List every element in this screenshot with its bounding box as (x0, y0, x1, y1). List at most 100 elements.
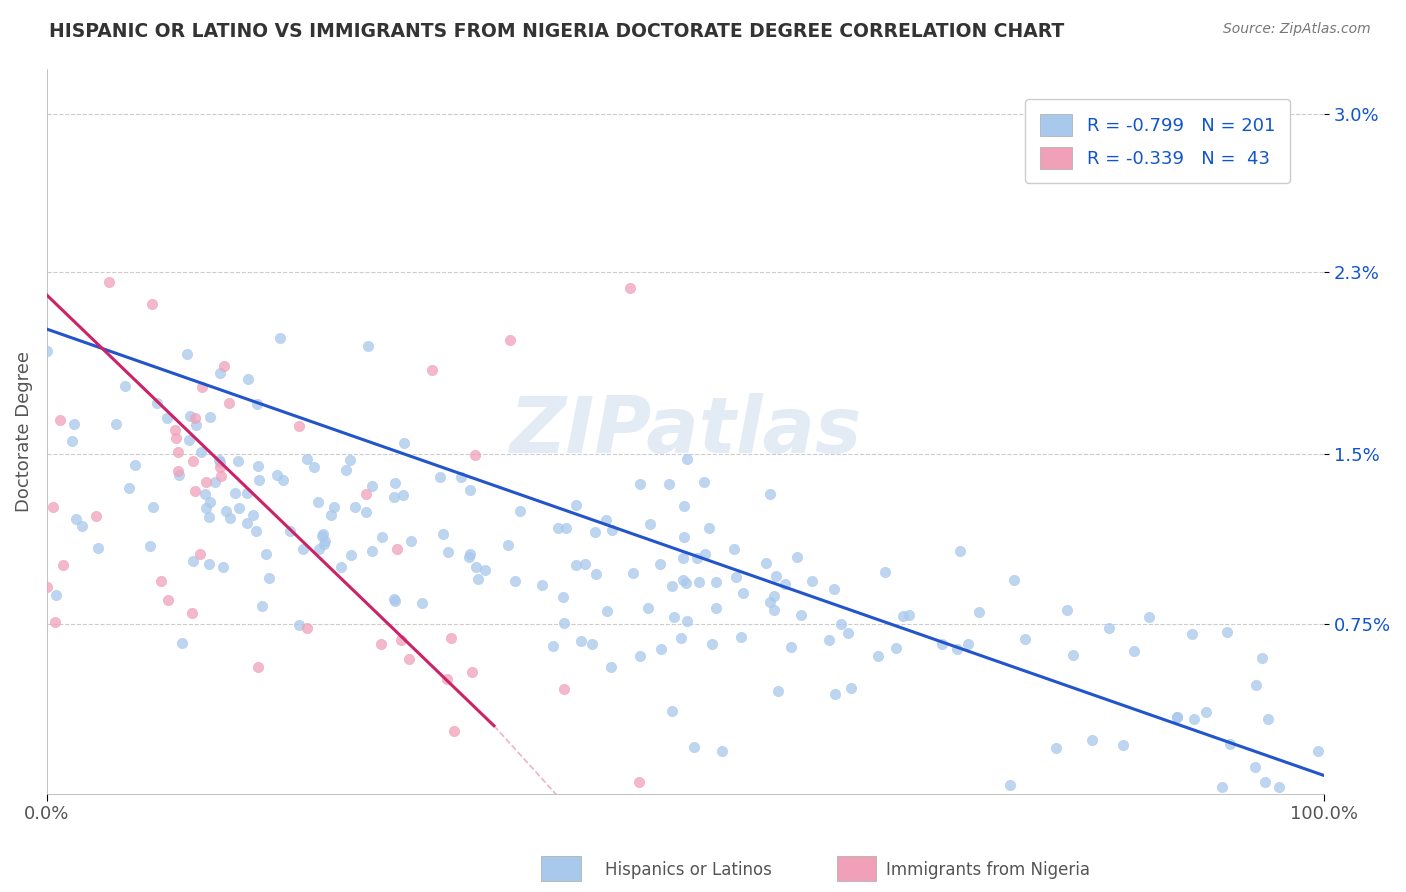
Point (1080, 733, 1102, 747)
Legend: R = -0.799   N = 201, R = -0.339   N =  43: R = -0.799 N = 201, R = -0.339 N = 43 (1025, 99, 1289, 183)
Text: HISPANIC OR LATINO VS IMMIGRANTS FROM NIGERIA DOCTORATE DEGREE CORRELATION CHART: HISPANIC OR LATINO VS IMMIGRANTS FROM NI… (49, 22, 1064, 41)
Point (98, 275, 121, 289)
Point (1056, 603, 1078, 617)
Point (209, 459, 232, 474)
Point (70, 518, 93, 533)
Point (956, 637, 979, 651)
Point (675, 575, 697, 590)
Point (420, 363, 443, 377)
Point (176, 347, 198, 361)
Point (931, 637, 953, 651)
Point (271, 474, 294, 488)
Point (619, 281, 641, 295)
Point (824, 688, 846, 702)
Point (42, 500, 65, 515)
Point (45, 588, 67, 602)
Point (599, 659, 621, 673)
Text: Source: ZipAtlas.com: Source: ZipAtlas.com (1223, 22, 1371, 37)
Point (949, 543, 972, 558)
Point (1267, 780, 1289, 794)
Point (662, 610, 685, 624)
Point (429, 470, 451, 484)
Point (790, 608, 813, 623)
Point (637, 601, 659, 615)
Point (1111, 739, 1133, 753)
Point (389, 632, 412, 647)
Point (710, 744, 733, 758)
Point (458, 547, 481, 561)
Point (967, 605, 990, 619)
Point (474, 563, 496, 577)
Point (190, 379, 212, 393)
Point (676, 451, 699, 466)
Point (1254, 774, 1277, 789)
Point (177, 433, 200, 447)
Point (124, 458, 146, 473)
Point (602, 523, 624, 537)
Point (731, 586, 754, 600)
Point (411, 596, 433, 610)
Point (706, 601, 728, 615)
Point (246, 397, 269, 411)
Point (773, 577, 796, 591)
Point (184, 483, 207, 498)
Point (142, 500, 165, 514)
Point (308, 541, 330, 556)
Point (356, 487, 378, 501)
Point (197, 510, 219, 524)
Point (440, 631, 463, 645)
Point (830, 616, 852, 631)
Point (461, 665, 484, 680)
Point (725, 570, 748, 584)
Point (311, 529, 333, 543)
Point (565, 558, 588, 573)
Point (650, 641, 672, 656)
Point (208, 453, 231, 467)
Point (898, 607, 921, 622)
Point (356, 505, 378, 519)
Point (730, 631, 752, 645)
Point (181, 554, 204, 568)
Point (628, 775, 651, 789)
Point (392, 435, 415, 450)
Point (218, 396, 240, 410)
Point (60, 434, 83, 449)
Point (65, 512, 87, 526)
Point (1182, 712, 1205, 726)
Point (179, 409, 201, 424)
Point (218, 511, 240, 525)
Point (893, 608, 915, 623)
Point (686, 550, 709, 565)
Point (384, 594, 406, 608)
Point (295, 451, 318, 466)
Point (245, 524, 267, 538)
Point (800, 574, 823, 589)
Point (288, 419, 311, 434)
Point (704, 575, 727, 590)
Point (1137, 610, 1160, 624)
Point (278, 524, 301, 538)
Point (266, 468, 288, 483)
Point (209, 366, 232, 380)
Point (335, 462, 357, 476)
Point (551, 590, 574, 604)
Point (650, 557, 672, 571)
Point (998, 778, 1021, 792)
Point (697, 521, 720, 535)
Point (672, 574, 695, 588)
Point (215, 504, 238, 518)
Point (209, 468, 232, 483)
Point (35, 580, 58, 594)
Point (340, 548, 363, 562)
Point (371, 530, 394, 544)
Point (288, 618, 311, 632)
Point (1250, 651, 1272, 665)
Point (165, 423, 187, 437)
Point (669, 632, 692, 646)
Point (118, 481, 141, 495)
Point (156, 410, 179, 425)
Point (574, 557, 596, 571)
Point (1194, 705, 1216, 719)
Point (755, 556, 778, 570)
Point (443, 724, 465, 739)
